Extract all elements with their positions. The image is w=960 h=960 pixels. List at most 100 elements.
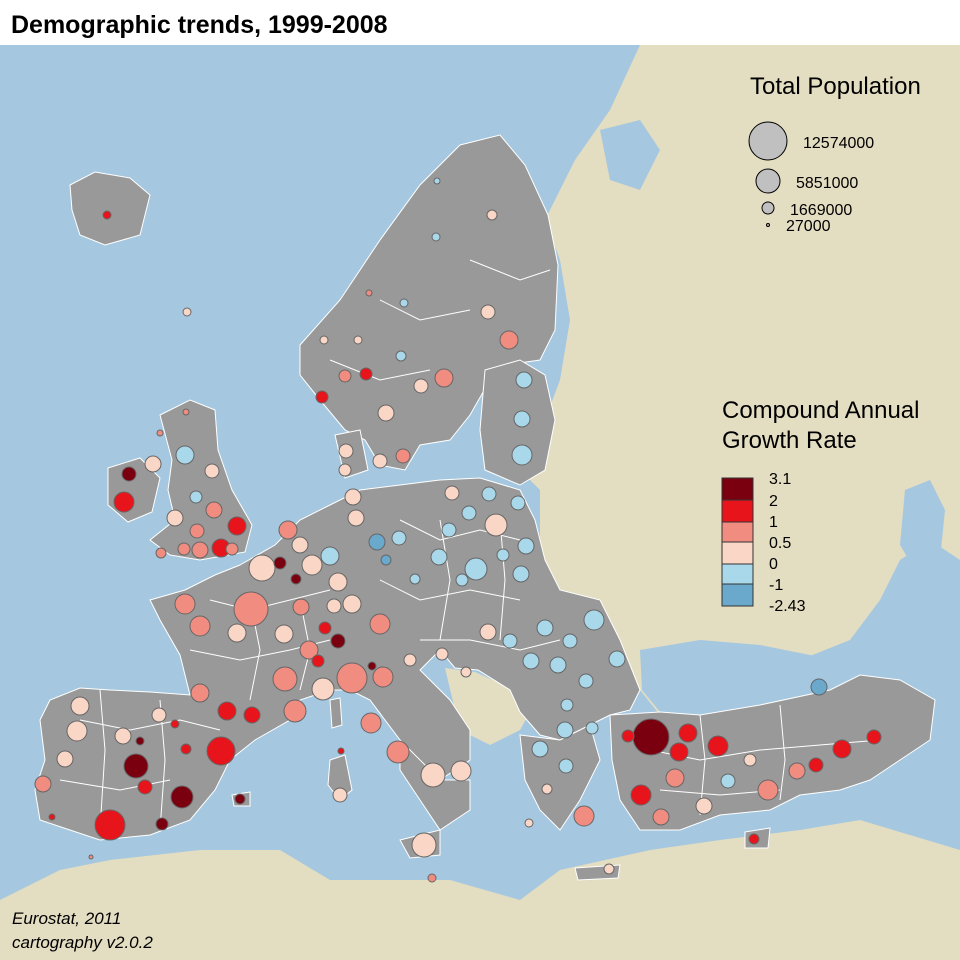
region-symbol xyxy=(114,727,132,745)
corsica xyxy=(329,697,343,729)
region-symbol xyxy=(332,787,348,803)
credit-software: cartography v2.0.2 xyxy=(12,933,153,952)
region-symbol xyxy=(536,619,554,637)
color-legend-swatch xyxy=(721,541,754,565)
region-symbol xyxy=(386,740,410,764)
region-symbol xyxy=(549,656,567,674)
region-symbol xyxy=(461,505,477,521)
color-legend-break: 3.1 xyxy=(769,471,791,488)
region-symbol xyxy=(170,785,194,809)
region-symbol xyxy=(347,509,365,527)
region-symbol xyxy=(233,591,269,627)
region-symbol xyxy=(88,854,94,860)
region-symbol xyxy=(189,490,203,504)
region-symbol xyxy=(180,743,192,755)
region-symbol xyxy=(274,624,294,644)
region-symbol xyxy=(123,753,149,779)
region-symbol xyxy=(299,640,319,660)
color-legend-title: Growth Rate xyxy=(722,427,857,454)
region-symbol xyxy=(182,408,190,416)
region-symbol xyxy=(399,298,409,308)
region-symbol xyxy=(191,541,209,559)
iceland xyxy=(69,171,151,246)
region-symbol xyxy=(556,721,574,739)
north-africa xyxy=(0,820,960,960)
region-symbol xyxy=(743,753,757,767)
region-symbol xyxy=(479,623,497,641)
size-legend-symbol-large xyxy=(755,168,781,194)
region-symbol xyxy=(420,762,446,788)
region-symbol xyxy=(395,448,411,464)
region-symbol xyxy=(368,533,386,551)
region-symbol xyxy=(318,621,332,635)
caspian-sea xyxy=(900,480,945,570)
region-symbol xyxy=(695,797,713,815)
region-symbol xyxy=(522,652,540,670)
region-symbol xyxy=(369,613,391,635)
region-symbol xyxy=(603,863,615,875)
region-symbol xyxy=(608,650,626,668)
region-symbol xyxy=(395,350,407,362)
size-legend-label: 1669000 xyxy=(790,202,852,219)
region-symbol xyxy=(113,491,135,513)
region-symbol xyxy=(206,736,236,766)
region-symbol xyxy=(155,817,169,831)
region-symbol xyxy=(336,662,368,694)
region-symbol xyxy=(524,818,534,828)
turkey xyxy=(609,674,936,831)
russia-landmass xyxy=(520,45,960,715)
region-symbol xyxy=(391,530,407,546)
color-legend-break: 0 xyxy=(769,556,778,573)
region-symbol xyxy=(720,773,736,789)
region-symbol xyxy=(748,833,760,845)
region-symbol xyxy=(177,542,191,556)
region-symbol xyxy=(338,369,352,383)
region-symbol xyxy=(225,542,239,556)
region-symbol xyxy=(652,808,670,826)
color-legend-swatch xyxy=(721,563,754,585)
region-symbol xyxy=(278,520,298,540)
region-symbol xyxy=(562,633,578,649)
region-symbol xyxy=(315,390,329,404)
region-symbol xyxy=(121,466,137,482)
region-symbol xyxy=(56,750,74,768)
region-symbol xyxy=(338,463,352,477)
region-symbol xyxy=(630,784,652,806)
region-symbol xyxy=(151,707,167,723)
region-symbol xyxy=(320,546,340,566)
region-symbol xyxy=(155,547,167,559)
region-symbol xyxy=(413,378,429,394)
region-symbol xyxy=(217,701,237,721)
color-legend-swatch xyxy=(721,477,754,501)
region-symbol xyxy=(34,775,52,793)
region-symbol xyxy=(102,210,112,220)
region-symbol xyxy=(832,739,852,759)
region-symbol xyxy=(496,548,510,562)
title-bar xyxy=(0,0,960,45)
region-symbol xyxy=(360,712,382,734)
region-symbol xyxy=(359,367,373,381)
region-symbol xyxy=(291,536,309,554)
region-symbol xyxy=(431,232,441,242)
region-symbol xyxy=(707,735,729,757)
region-symbol xyxy=(486,209,498,221)
region-symbol xyxy=(573,805,595,827)
size-legend-symbol-medium xyxy=(761,201,775,215)
region-symbol xyxy=(460,666,472,678)
region-symbol xyxy=(156,429,164,437)
region-symbol xyxy=(338,443,354,459)
region-symbol xyxy=(510,495,526,511)
region-symbol xyxy=(190,683,210,703)
region-symbol xyxy=(372,666,394,688)
region-symbol xyxy=(234,793,246,805)
region-symbol xyxy=(319,335,329,345)
region-symbol xyxy=(558,758,574,774)
region-symbol xyxy=(292,598,310,616)
region-symbol xyxy=(541,783,553,795)
region-symbol xyxy=(808,757,824,773)
color-legend-swatch xyxy=(721,583,754,607)
region-symbol xyxy=(380,554,392,566)
region-symbol xyxy=(372,453,388,469)
region-symbol xyxy=(243,706,261,724)
